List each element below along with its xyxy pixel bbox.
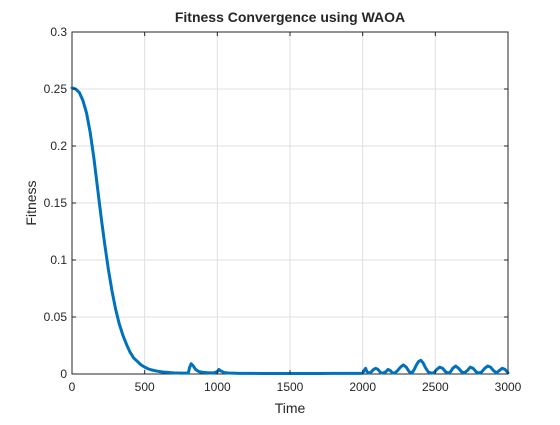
y-axis-label: Fitness [23, 180, 39, 225]
grid [72, 32, 508, 374]
y-tick-label: 0.05 [44, 310, 68, 324]
x-tick-label: 3000 [495, 380, 522, 394]
tick-label-layer: 0 500 1000 1500 2000 2500 3000 0 0.05 0.1 0.15 0.2 0… [44, 25, 522, 394]
x-tick-label: 2500 [422, 380, 449, 394]
y-tick-label: 0.25 [44, 82, 68, 96]
x-tick-label: 2000 [349, 380, 376, 394]
chart-title: Fitness Convergence using WAOA [175, 9, 405, 25]
y-tick-label: 0.15 [44, 196, 68, 210]
y-tick-label: 0.2 [50, 139, 67, 153]
x-tick-label: 0 [69, 380, 76, 394]
x-tick-label: 500 [135, 380, 155, 394]
y-tick-label: 0.3 [50, 25, 67, 39]
y-tick-label: 0 [60, 367, 67, 381]
x-tick-label: 1500 [277, 380, 304, 394]
x-axis-label: Time [275, 400, 306, 416]
y-tick-label: 0.1 [50, 253, 67, 267]
x-tick-label: 1000 [204, 380, 231, 394]
